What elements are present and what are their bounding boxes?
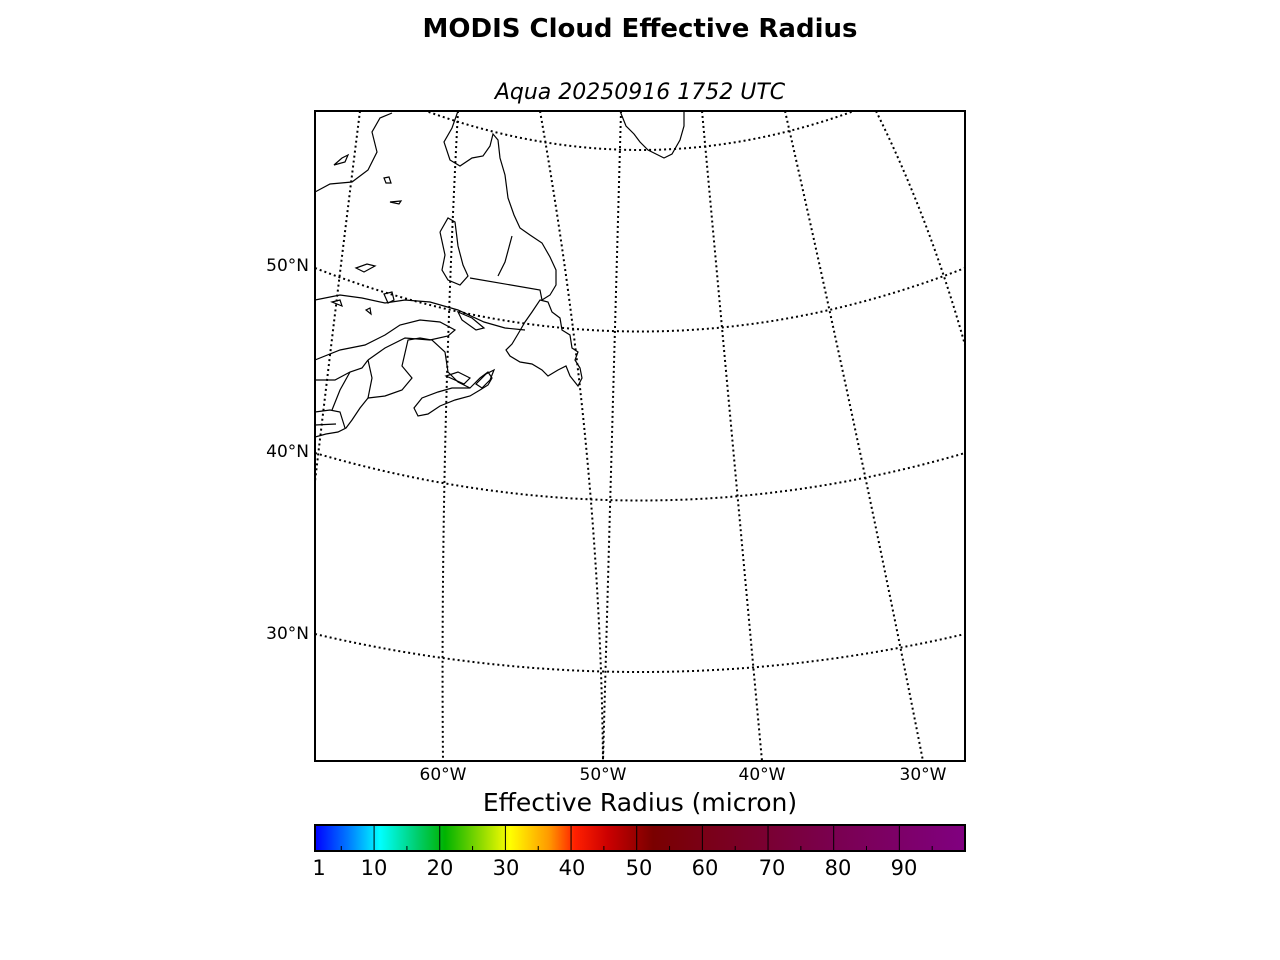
island-pei: [444, 371, 472, 385]
island-small-5: [330, 299, 343, 308]
colorbar-tick-10: 10: [360, 856, 388, 880]
colorbar-tick-marks: [340, 825, 933, 851]
meridian-25w: [875, 111, 965, 346]
coastline-st-lawrence-south: [315, 319, 457, 361]
colorbar-tick-20: 20: [426, 856, 454, 880]
lat-label-50n: 50°N: [266, 256, 309, 276]
parallel-60n: [423, 111, 857, 151]
lon-label-30w: 30°W: [899, 765, 947, 785]
island-small-6: [364, 307, 372, 316]
colorbar-tick-1: 1: [312, 856, 326, 880]
colorbar: [314, 824, 966, 852]
coastlines: [315, 111, 685, 438]
island-small-2: [383, 176, 392, 184]
map-area: [315, 111, 965, 761]
map-background: [315, 111, 965, 761]
colorbar-tick-40: 40: [558, 856, 586, 880]
coastline-nova-scotia: [413, 371, 493, 417]
island-small-3: [389, 200, 403, 205]
coastline-ungava: [315, 112, 393, 193]
colorbar-tick-50: 50: [625, 856, 653, 880]
lat-label-40n: 40°N: [266, 442, 309, 462]
coastline-new-brunswick: [367, 337, 471, 399]
graticule-parallels: [315, 111, 965, 673]
map-frame: [314, 110, 966, 762]
border-us-states-2: [331, 371, 351, 411]
colorbar-frame: [314, 824, 966, 852]
island-small-4: [354, 263, 377, 273]
coastline-gulf-north: [315, 294, 526, 331]
meridian-70w: [315, 111, 361, 490]
coastline-labrador: [443, 111, 557, 301]
meridian-45w: [602, 111, 622, 761]
colorbar-tick-90: 90: [890, 856, 918, 880]
colorbar-tick-70: 70: [758, 856, 786, 880]
border-us-states-3: [315, 423, 337, 426]
island-cape-breton: [475, 368, 496, 389]
colorbar-label: Effective Radius (micron): [482, 788, 798, 817]
border-labrador-2: [497, 235, 513, 277]
island-anticosti: [456, 310, 486, 331]
meridian-50w: [539, 111, 604, 761]
border-us-states-1: [315, 409, 346, 429]
lon-label-40w: 40°W: [738, 765, 786, 785]
coastline-greenland: [619, 111, 685, 159]
meridian-35w: [701, 111, 763, 761]
island-small-7: [383, 291, 395, 304]
lat-label-30n: 30°N: [266, 624, 309, 644]
meridian-30w: [784, 111, 924, 761]
island-small-1: [333, 153, 350, 166]
chart-title: MODIS Cloud Effective Radius: [422, 14, 858, 44]
coastline-newfoundland: [505, 299, 583, 388]
lon-label-50w: 50°W: [579, 765, 627, 785]
lon-label-60w: 60°W: [419, 765, 467, 785]
colorbar-tick-60: 60: [691, 856, 719, 880]
chart-subtitle: Aqua 20250916 1752 UTC: [494, 80, 786, 105]
colorbar-gradient: [315, 825, 965, 851]
graticule-meridians: [315, 111, 965, 761]
meridian-60w: [441, 111, 459, 761]
coastline-quebec-north-shore: [439, 217, 469, 286]
colorbar-tick-30: 30: [492, 856, 520, 880]
colorbar-tick-80: 80: [824, 856, 852, 880]
border-labrador-quebec: [469, 277, 543, 301]
coastline-maine: [315, 397, 369, 438]
